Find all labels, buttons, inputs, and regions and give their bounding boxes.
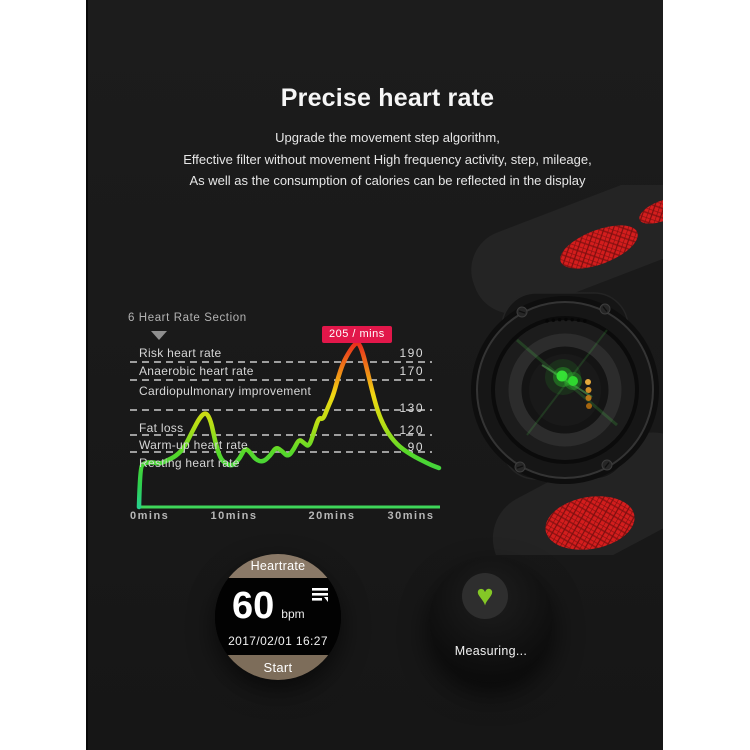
- screw-icon: [514, 303, 613, 473]
- watch-side-button: [489, 352, 505, 384]
- x-tick-label: 10mins: [210, 510, 258, 522]
- subtitle-line-3: As well as the consumption of calories c…: [189, 173, 586, 188]
- contact-dots: [545, 317, 587, 323]
- watch-side-button: [487, 389, 505, 413]
- dark-panel: Precise heart rate Upgrade the movement …: [86, 0, 663, 750]
- zone-value: 190: [399, 346, 424, 360]
- watch-strap-bottom: [492, 432, 663, 555]
- bpm-value: 60: [232, 585, 275, 627]
- heartrate-title-band: Heartrate: [215, 554, 341, 578]
- peak-badge: 205 / mins: [322, 326, 392, 343]
- chart-canvas: [130, 340, 442, 510]
- measuring-label: Measuring...: [454, 644, 528, 658]
- notes-icon: [312, 588, 328, 602]
- datetime-label: 2017/02/01 16:27: [228, 634, 328, 648]
- x-tick-label: 20mins: [308, 510, 356, 522]
- heartrate-screen: 60 bpm 2017/02/01 16:27: [215, 578, 341, 655]
- zone-label: Warm-up heart rate: [139, 438, 248, 452]
- zone-label: Anaerobic heart rate: [139, 364, 254, 378]
- heart-icon: ♥: [476, 580, 494, 612]
- zone-value: 170: [399, 364, 424, 378]
- zone-label: Resting heart rate: [139, 456, 240, 470]
- zone-value: 90: [407, 440, 424, 454]
- zone-value: 130: [399, 401, 424, 415]
- x-tick-label: 30mins: [387, 510, 435, 522]
- subtitle-line-2: Effective filter without movement High f…: [183, 151, 592, 167]
- charging-pins: [585, 379, 592, 409]
- x-tick-label: 0mins: [130, 510, 170, 522]
- subtitle-line-1: Upgrade the movement step algorithm,: [275, 130, 500, 145]
- watch-face-heartrate: Heartrate 60 bpm 2017/02/01 16:27 Start: [215, 554, 341, 680]
- chart-title: 6 Heart Rate Section: [128, 312, 247, 324]
- page-title: Precise heart rate: [280, 84, 495, 112]
- watch-face-measuring: ♥ Measuring...: [429, 558, 553, 682]
- sensor-glow: [516, 329, 618, 436]
- bpm-unit: bpm: [281, 607, 305, 621]
- zone-value: 120: [399, 423, 424, 437]
- watch-case-plate: [501, 292, 629, 480]
- zone-label: Cardiopulmonary improvement: [139, 384, 312, 398]
- header-block: Precise heart rate Upgrade the movement …: [112, 84, 663, 192]
- sensor-circle: ♥: [462, 573, 508, 619]
- smartwatch-back-photo: [471, 185, 663, 555]
- heart-rate-chart: 6 Heart Rate Section: [122, 305, 462, 535]
- red-mesh-insert: [545, 496, 635, 550]
- red-mesh-insert: [560, 225, 638, 269]
- start-band: Start: [215, 655, 341, 680]
- zone-label: Risk heart rate: [139, 346, 222, 360]
- chevron-down-icon: [151, 331, 167, 340]
- zone-label: Fat loss: [139, 421, 184, 435]
- heart-rate-curve: [136, 340, 442, 510]
- watch-strap-top: [471, 185, 663, 314]
